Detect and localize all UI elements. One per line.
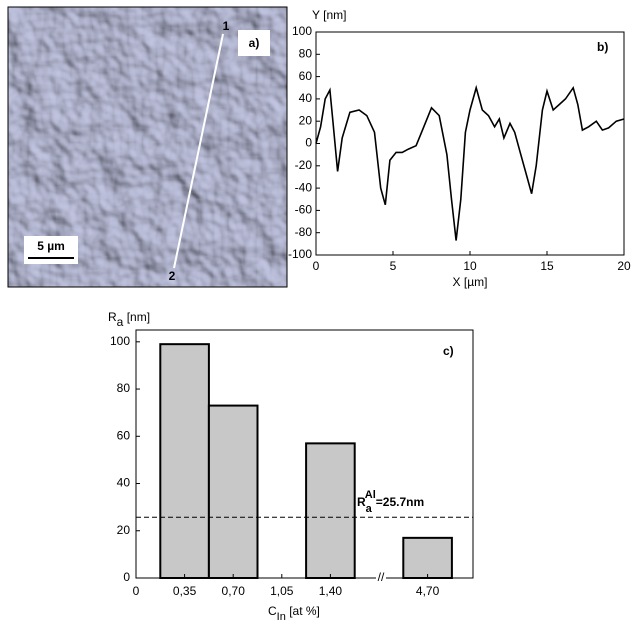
scale-bar-box bbox=[24, 236, 78, 264]
x-axis-label: X [µm] bbox=[453, 275, 488, 289]
annotation-main: R bbox=[357, 495, 366, 509]
y-tick-label: 40 bbox=[117, 476, 131, 490]
y-tick-label: 80 bbox=[299, 46, 313, 60]
afm-frame bbox=[7, 6, 288, 288]
x-tick-label: 15 bbox=[540, 259, 554, 273]
panel-label: b) bbox=[597, 40, 608, 54]
y-tick-label: 60 bbox=[299, 69, 313, 83]
y-tick-label: 0 bbox=[123, 570, 130, 584]
y-tick-label: 20 bbox=[117, 523, 131, 537]
y-tick-label: 60 bbox=[117, 428, 131, 442]
scale-bar-label: 5 µm bbox=[37, 239, 65, 253]
panel-label-box bbox=[238, 30, 270, 56]
bar bbox=[305, 442, 356, 579]
y-axis-label: Y [nm] bbox=[312, 8, 346, 22]
y-label-main: R bbox=[108, 310, 117, 324]
profile bbox=[315, 84, 625, 241]
x-tick-label: 0 bbox=[133, 584, 140, 598]
line-end-label: 2 bbox=[169, 269, 176, 283]
annotation-text: =25.7nm bbox=[376, 495, 424, 509]
y-tick-label: 100 bbox=[292, 24, 312, 38]
x-tick-label: 0,35 bbox=[173, 584, 197, 598]
annotation-sup: Al bbox=[365, 489, 376, 501]
x-tick-label: 0 bbox=[313, 259, 320, 273]
y-tick-label: -100 bbox=[288, 247, 312, 261]
x-tick-label: 4,70 bbox=[416, 584, 440, 598]
x-tick-label: 20 bbox=[617, 259, 631, 273]
x-tick-label: 1,40 bbox=[319, 584, 343, 598]
y-tick-label: -80 bbox=[295, 225, 313, 239]
bar bbox=[159, 343, 210, 579]
x-tick-label: 1,05 bbox=[270, 584, 294, 598]
annotation-sub: a bbox=[366, 503, 373, 515]
y-axis-label: Ra [nm] bbox=[108, 310, 150, 329]
y-tick-label: 0 bbox=[305, 136, 312, 150]
y-tick-label: 80 bbox=[117, 381, 131, 395]
bar bbox=[207, 404, 259, 580]
x-tick-label: 5 bbox=[390, 259, 397, 273]
y-tick-label: -60 bbox=[295, 203, 313, 217]
x-tick-label: 10 bbox=[463, 259, 477, 273]
x-label-sub: In bbox=[277, 611, 286, 623]
axis-break-gap bbox=[376, 575, 386, 581]
y-tick-label: -40 bbox=[295, 180, 313, 194]
y-tick-label: 40 bbox=[299, 91, 313, 105]
panel-label: a) bbox=[249, 36, 260, 50]
x-axis-label: CIn [at %] bbox=[268, 604, 320, 623]
x-label-unit: [at %] bbox=[286, 604, 320, 618]
bar bbox=[402, 536, 453, 579]
plot-frame bbox=[315, 31, 625, 256]
x-tick-label: 0,70 bbox=[222, 584, 246, 598]
y-tick-label: 20 bbox=[299, 113, 313, 127]
panel-label: c) bbox=[443, 344, 454, 358]
y-tick-label: -20 bbox=[295, 158, 313, 172]
profile-line bbox=[173, 33, 224, 269]
y-tick-label: 100 bbox=[110, 334, 130, 348]
y-label-unit: [nm] bbox=[123, 310, 150, 324]
line-start-label: 1 bbox=[223, 19, 230, 33]
y-label-sub: a bbox=[117, 315, 124, 329]
axis-break: // bbox=[378, 570, 385, 584]
plot-frame bbox=[135, 329, 474, 579]
reference-annotation: Ra Al=25.7nm bbox=[357, 489, 424, 515]
x-label-main: C bbox=[268, 604, 277, 618]
